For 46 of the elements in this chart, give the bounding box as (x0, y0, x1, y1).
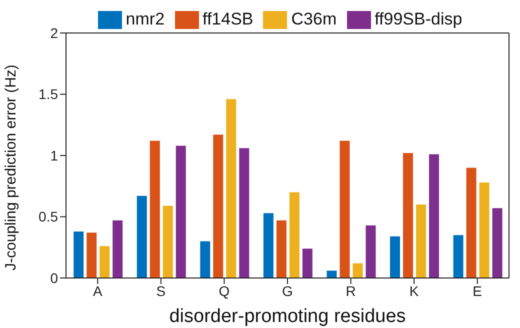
x-tick-label: A (92, 282, 103, 299)
bar (352, 263, 363, 278)
bar (326, 270, 337, 278)
bar (390, 236, 400, 278)
bar (429, 154, 440, 278)
x-axis-title: disorder-promoting residues (169, 306, 406, 327)
y-axis-title: J-coupling prediction error (Hz) (2, 64, 20, 270)
bar (213, 134, 224, 278)
bar (112, 220, 123, 278)
bar (416, 204, 426, 278)
y-tick-label: 0.5 (38, 208, 58, 225)
bar (340, 140, 350, 278)
bar (492, 208, 502, 278)
bar (136, 196, 147, 278)
bar (226, 99, 236, 278)
bar (176, 146, 186, 278)
y-tick-label: 1.5 (38, 86, 58, 102)
legend-label: ff14SB (202, 9, 254, 28)
bar (366, 225, 376, 278)
legend-label: nmr2 (126, 9, 165, 28)
x-tick-label: R (346, 282, 356, 299)
bar (403, 153, 414, 278)
bar (453, 235, 464, 278)
x-tick-label: Q (218, 282, 230, 299)
x-tick-label: G (282, 282, 293, 299)
bar (150, 140, 160, 278)
x-tick-label: E (472, 282, 482, 299)
legend-label: ff99SB-disp (374, 9, 462, 28)
bar (302, 248, 312, 278)
bar (86, 232, 97, 278)
bar (289, 192, 300, 278)
y-tick-label: 2 (50, 24, 58, 41)
bar (466, 168, 476, 278)
y-tick-label: 1 (50, 147, 58, 164)
x-tick-label: S (156, 282, 166, 299)
bar (239, 148, 250, 278)
bar (479, 182, 490, 278)
y-tick-label: 0 (50, 270, 58, 286)
bar (263, 213, 274, 278)
bar (100, 246, 110, 278)
bar (162, 206, 173, 278)
bar (74, 231, 84, 278)
bar (200, 241, 210, 278)
legend-label: C36m (291, 9, 337, 28)
bar (276, 220, 286, 278)
x-tick-label: K (409, 282, 420, 299)
